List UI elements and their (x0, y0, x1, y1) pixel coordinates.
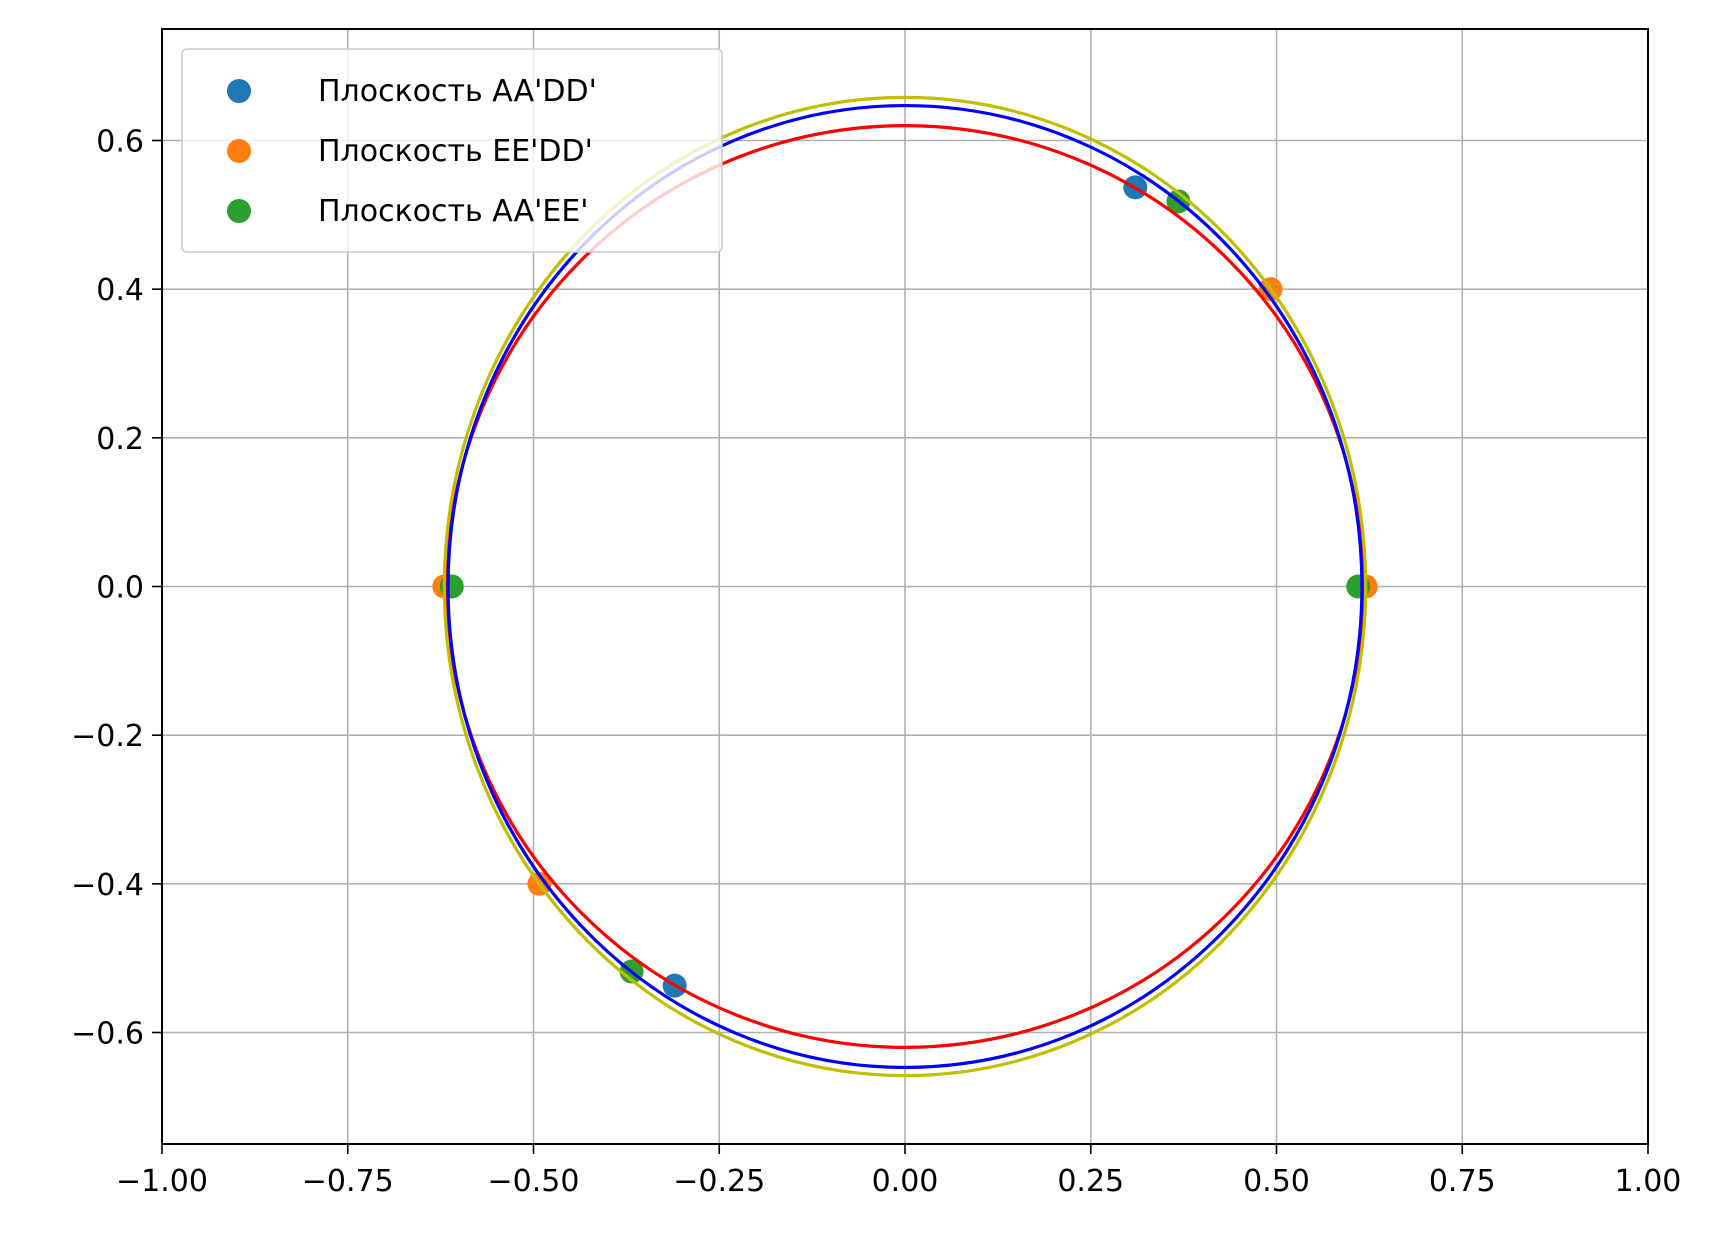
y-tick-label: 0.0 (96, 571, 144, 606)
x-tick-label: 0.75 (1429, 1164, 1496, 1199)
x-tick-label: −0.25 (673, 1164, 765, 1199)
fitted-curves (442, 95, 1368, 1078)
x-tick-label: 0.00 (872, 1164, 939, 1199)
legend-label: Плоскость AA'EE' (318, 194, 589, 229)
legend-label: Плоскость EE'DD' (318, 134, 593, 169)
axis-ticks: −1.00 −0.75 −0.50 −0.25 0.00 0.25 0.50 0.75 1.00… (71, 125, 1681, 1200)
y-tick-label: −0.4 (71, 868, 144, 903)
x-tick-label: 1.00 (1615, 1164, 1682, 1199)
legend-marker-series-3 (227, 199, 251, 223)
legend-marker-series-2 (227, 139, 251, 163)
x-tick-label: 0.25 (1057, 1164, 1124, 1199)
legend-box (181, 48, 723, 253)
y-tick-label: −0.6 (71, 1017, 144, 1052)
y-tick-label: 0.6 (96, 125, 144, 160)
x-tick-label: −0.75 (302, 1164, 394, 1199)
y-tick-label: 0.2 (96, 422, 144, 457)
y-tick-label: −0.2 (71, 719, 144, 754)
x-tick-label: 0.50 (1243, 1164, 1310, 1199)
x-tick-label: −1.00 (116, 1164, 208, 1199)
y-tick-label: 0.4 (96, 273, 144, 308)
x-tick-label: −0.50 (488, 1164, 580, 1199)
curve-2 (446, 103, 1364, 1070)
legend-marker-series-1 (227, 79, 251, 103)
curve-3 (442, 95, 1368, 1078)
legend: Плоскость AA'DD' Плоскость EE'DD' Плоскост… (181, 48, 723, 253)
legend-label: Плоскость AA'DD' (318, 74, 597, 109)
